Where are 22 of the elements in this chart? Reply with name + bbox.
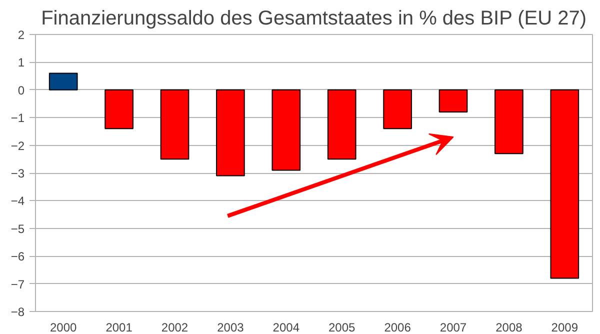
y-tick-label: 2 (18, 28, 25, 42)
x-tick-label: 2005 (328, 320, 356, 334)
y-tick-label: −2 (10, 138, 25, 153)
y-tick-label: −4 (10, 194, 25, 208)
chart-title: Finanzierungssaldo des Gesamtstaates in % des BIP (EU 27) (41, 8, 587, 30)
x-tick-label: 2000 (50, 320, 78, 334)
x-tick-label: 2001 (106, 320, 133, 334)
y-tick-label: −3 (10, 166, 25, 180)
x-tick-label: 2002 (161, 320, 188, 334)
y-tick-label: 0 (18, 83, 25, 98)
y-tick-label: −8 (10, 305, 25, 319)
x-tick-label: 2008 (496, 320, 523, 334)
y-tick-label: −5 (10, 222, 25, 236)
y-tick-label: −6 (10, 250, 25, 264)
x-tick-label: 2009 (551, 320, 578, 334)
y-tick-label: −7 (10, 277, 25, 292)
y-tick-label: 1 (18, 56, 25, 70)
x-tick-label: 2007 (440, 320, 467, 334)
x-tick-label: 2003 (217, 320, 244, 334)
x-tick-label: 2004 (272, 320, 300, 334)
y-tick-label: −1 (10, 111, 25, 126)
x-tick-label: 2006 (384, 320, 412, 334)
